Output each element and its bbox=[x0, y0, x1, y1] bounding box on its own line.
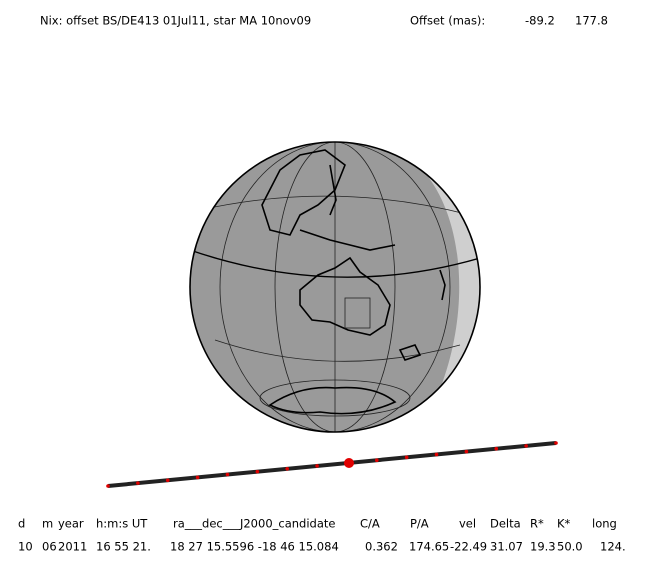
track-dot bbox=[554, 441, 558, 445]
closest-approach bbox=[344, 458, 354, 468]
track-dot bbox=[464, 449, 469, 454]
table-cell: 31.07 bbox=[490, 540, 523, 554]
track-dot bbox=[106, 484, 110, 488]
column-header: d bbox=[18, 517, 25, 531]
track-dot bbox=[225, 472, 230, 477]
column-header: vel bbox=[459, 517, 476, 531]
column-header: year bbox=[58, 517, 84, 531]
track-dot bbox=[375, 458, 379, 463]
column-header: C/A bbox=[360, 517, 380, 531]
event-table: d m year h:m:s UT ra___dec___J2000_candidate… bbox=[18, 517, 626, 554]
table-cell: 124. bbox=[600, 540, 626, 554]
column-header: ra___dec___J2000_candidate bbox=[173, 517, 335, 531]
track-dot bbox=[315, 464, 319, 468]
column-header: K* bbox=[557, 517, 571, 531]
column-header: m bbox=[42, 517, 53, 531]
globe bbox=[189, 141, 481, 433]
table-cell: 10 bbox=[18, 540, 33, 554]
offset-label: Offset (mas): bbox=[410, 14, 485, 28]
column-header: long bbox=[592, 517, 617, 531]
offset-value: -89.2 bbox=[525, 14, 555, 28]
column-header: Delta bbox=[490, 517, 521, 531]
title: Nix: offset BS/DE413 01Jul11, star MA 10… bbox=[40, 14, 311, 28]
track-dot bbox=[255, 469, 260, 474]
track-dot bbox=[434, 452, 439, 457]
table-cell: 174.65 bbox=[409, 540, 449, 554]
column-header: P/A bbox=[410, 517, 429, 531]
track-dot bbox=[524, 444, 528, 448]
table-cell: -22.49 bbox=[450, 540, 487, 554]
table-cell: 16 55 21. bbox=[96, 540, 151, 554]
table-cell: 18 27 15.5596 -18 46 15.084 bbox=[170, 540, 339, 554]
shadow-track bbox=[106, 441, 558, 488]
offset-value: 177.8 bbox=[575, 14, 608, 28]
table-cell: 0.362 bbox=[365, 540, 398, 554]
track-dot bbox=[195, 475, 200, 480]
table-cell: 2011 bbox=[58, 540, 87, 554]
track-dot bbox=[285, 467, 290, 471]
track-dot bbox=[404, 455, 409, 460]
table-cell: 06 bbox=[42, 540, 57, 554]
track-dot bbox=[136, 481, 140, 485]
track-dot bbox=[494, 446, 499, 451]
column-header: R* bbox=[530, 517, 544, 531]
column-header: h:m:s UT bbox=[96, 517, 148, 531]
table-cell: 50.0 bbox=[557, 540, 583, 554]
table-cell: 19.3 bbox=[530, 540, 556, 554]
track-dot bbox=[165, 478, 170, 483]
